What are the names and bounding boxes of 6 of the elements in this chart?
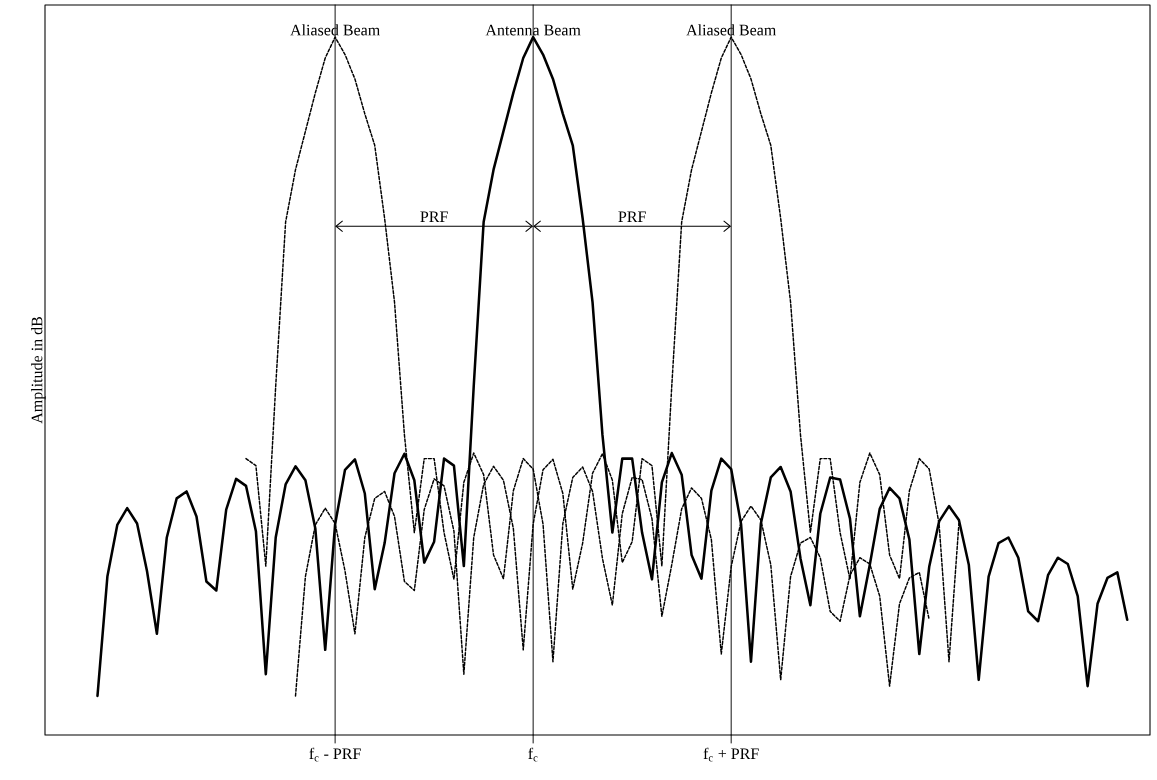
x-tick-label: f$_{c}$ + PRF [703,747,759,762]
x-tick-label: f$_{c}$ [528,747,538,762]
y-axis-title: Amplitude in dB [31,316,46,424]
x-tick-label: f$_{c}$ - PRF [309,747,361,762]
annotation: PRF [618,211,646,222]
annotation: PRF [420,211,448,222]
